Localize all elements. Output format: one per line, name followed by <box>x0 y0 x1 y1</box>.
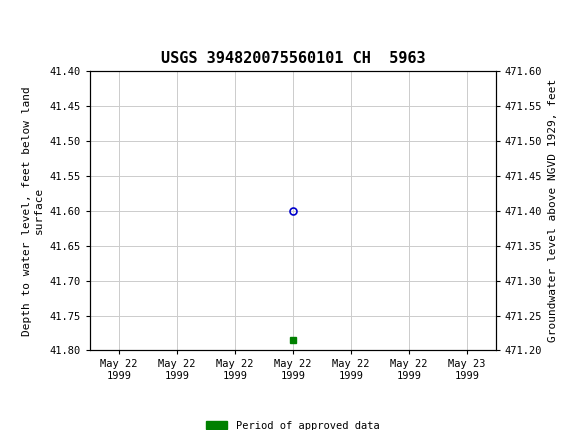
Title: USGS 394820075560101 CH  5963: USGS 394820075560101 CH 5963 <box>161 51 425 66</box>
Text: USGS: USGS <box>42 8 89 23</box>
Y-axis label: Groundwater level above NGVD 1929, feet: Groundwater level above NGVD 1929, feet <box>548 79 558 342</box>
Y-axis label: Depth to water level, feet below land
surface: Depth to water level, feet below land su… <box>23 86 44 335</box>
Legend: Period of approved data: Period of approved data <box>202 416 383 430</box>
